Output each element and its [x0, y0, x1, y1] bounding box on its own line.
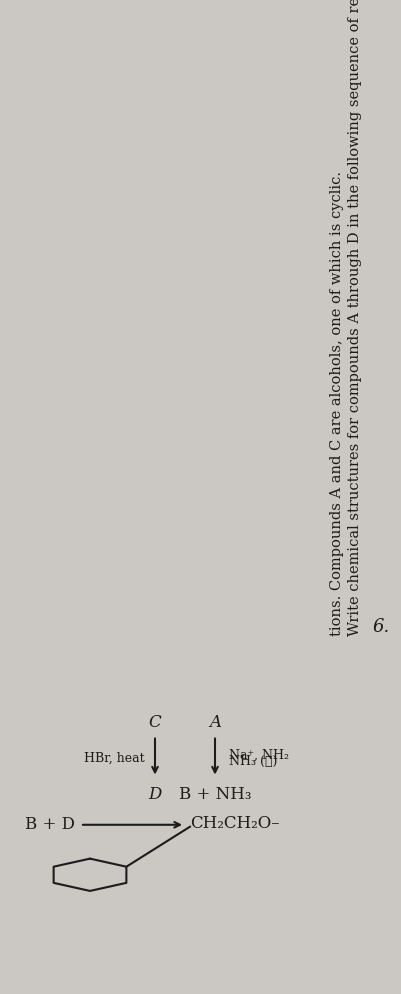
Text: A: A — [209, 714, 221, 731]
Text: tions. Compounds A and C are alcohols, one of which is cyclic.: tions. Compounds A and C are alcohols, o… — [330, 171, 344, 636]
Text: 6.: 6. — [372, 618, 389, 636]
Text: C: C — [149, 714, 161, 731]
Text: Na⁺, NH₂: Na⁺, NH₂ — [229, 748, 289, 761]
Text: B + NH₃: B + NH₃ — [179, 786, 251, 803]
Text: CH₂CH₂O–: CH₂CH₂O– — [190, 815, 279, 832]
Text: B + D: B + D — [25, 816, 75, 833]
Text: HBr, heat: HBr, heat — [84, 751, 145, 765]
Text: Write chemical structures for compounds A through D in the following sequence of: Write chemical structures for compounds … — [348, 0, 362, 636]
Text: D: D — [148, 786, 162, 803]
Text: NH₃ (ℓ): NH₃ (ℓ) — [229, 755, 277, 768]
